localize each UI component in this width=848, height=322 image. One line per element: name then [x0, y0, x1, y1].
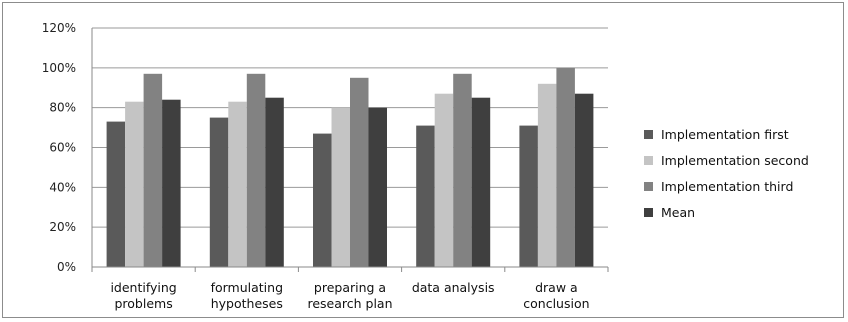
- bar: [106, 121, 126, 267]
- bar: [265, 97, 284, 267]
- legend-label: Implementation third: [661, 178, 794, 194]
- x-category-label: preparing a research plan: [307, 280, 392, 311]
- legend-swatch: [644, 155, 653, 165]
- y-tick-label: 80%: [49, 101, 76, 115]
- bar: [574, 93, 594, 267]
- x-axis: identifying problems formulating hypotheses…: [91, 266, 609, 311]
- bar: [331, 107, 350, 267]
- y-tick-label: 40%: [49, 180, 76, 194]
- bar: [125, 101, 144, 267]
- legend-label: Implementation first: [661, 126, 789, 142]
- x-category-label: formulating hypotheses: [211, 280, 283, 311]
- x-category-label: draw a conclusion: [523, 280, 589, 311]
- legend-label: Implementation second: [661, 152, 809, 168]
- bar: [368, 107, 387, 267]
- y-tick-label: 20%: [49, 220, 76, 234]
- bars: [106, 67, 594, 267]
- legend-swatch: [644, 207, 653, 217]
- legend-label: Mean: [661, 204, 696, 220]
- legend-item: Implementation second: [644, 150, 809, 170]
- bar: [313, 133, 332, 267]
- y-tick-label: 60%: [49, 141, 76, 155]
- x-category-label: identifying problems: [110, 280, 176, 311]
- bar: [228, 101, 247, 267]
- y-tick-label: 100%: [42, 61, 76, 75]
- y-axis: 0% 20% 40% 60% 80% 100% 120%: [42, 21, 93, 274]
- bar: [143, 73, 163, 267]
- bar: [350, 77, 369, 267]
- legend-swatch: [644, 129, 653, 139]
- bar: [162, 99, 181, 267]
- chart-frame: [2, 2, 844, 318]
- bar: [471, 97, 491, 267]
- legend-item: Implementation third: [644, 176, 809, 196]
- bar: [246, 73, 266, 267]
- bar: [453, 73, 472, 267]
- legend: Implementation first Implementation secon…: [644, 124, 809, 228]
- legend-item: Mean: [644, 202, 809, 222]
- legend-item: Implementation first: [644, 124, 809, 144]
- x-category-label: data analysis: [412, 280, 495, 295]
- y-tick-label: 0%: [57, 260, 76, 274]
- bar: [416, 125, 435, 267]
- y-tick-label: 120%: [42, 21, 76, 35]
- legend-swatch: [644, 181, 653, 191]
- bar: [519, 125, 538, 267]
- bar: [209, 117, 229, 267]
- bar: [434, 93, 454, 267]
- bar: [537, 83, 557, 267]
- bar: [556, 67, 575, 267]
